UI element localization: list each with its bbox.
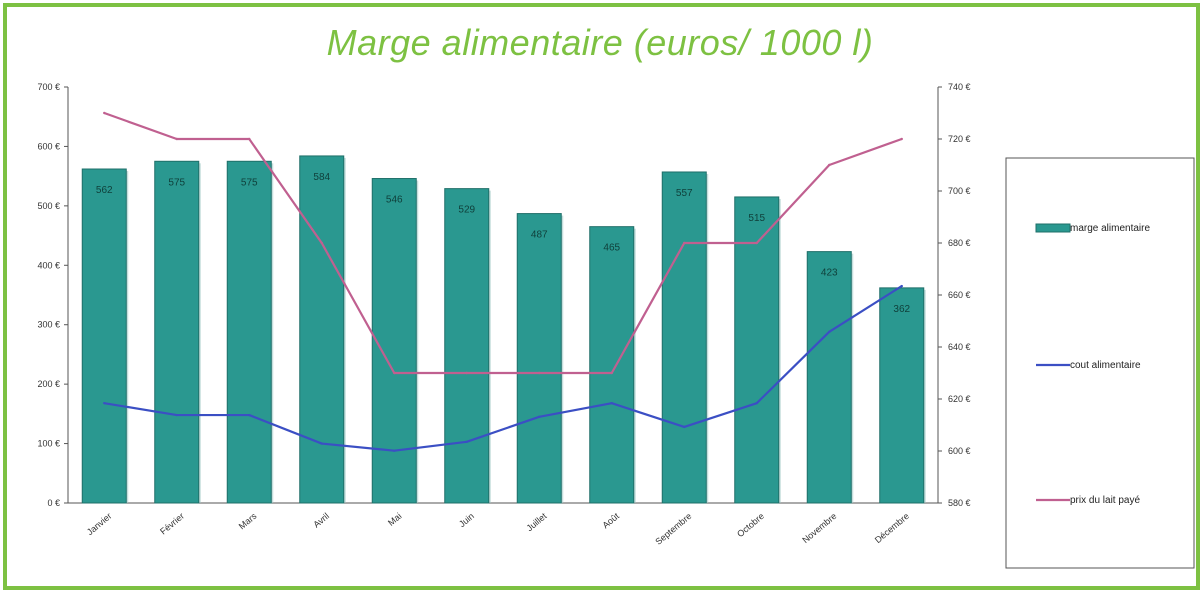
bar — [661, 171, 707, 504]
y-left-tick-label: 500 € — [37, 201, 60, 211]
bar — [806, 251, 852, 504]
legend-entry-label: cout alimentaire — [1070, 360, 1141, 371]
series-point — [320, 442, 323, 445]
y-left-tick-label: 200 € — [37, 379, 60, 389]
y-right-tick-label: 680 € — [948, 238, 971, 248]
x-category-label: Septembre — [653, 511, 693, 547]
series-point — [900, 137, 903, 141]
bar — [879, 287, 925, 504]
bar-value-label: 584 — [313, 172, 330, 183]
bar-value-label: 529 — [458, 205, 475, 216]
bar-value-label: 562 — [96, 185, 113, 196]
series-point — [538, 415, 541, 419]
series-point — [465, 440, 468, 443]
series-line-1 — [104, 285, 903, 452]
series-point — [828, 330, 831, 334]
y-right-tick-label: 720 € — [948, 134, 971, 144]
bar-value-label: 575 — [241, 177, 258, 188]
x-category-label: Juin — [457, 511, 476, 529]
series-point — [755, 401, 758, 405]
y-right-tick-label: 600 € — [948, 446, 971, 456]
bar — [516, 213, 562, 504]
bar-value-label: 487 — [531, 230, 548, 241]
bar — [81, 168, 127, 504]
series-point — [755, 241, 758, 245]
bar — [226, 160, 272, 504]
y-right-tick-label: 700 € — [948, 186, 971, 196]
bar — [371, 178, 417, 504]
bar — [444, 188, 490, 504]
x-category-label: Décembre — [873, 511, 911, 545]
series-point — [248, 413, 251, 417]
series-point — [103, 111, 106, 115]
legend-entry-label: prix du lait payé — [1070, 495, 1140, 506]
series-line-2 — [103, 111, 903, 375]
series-point — [683, 425, 686, 429]
y-right-tick-label: 740 € — [948, 82, 971, 92]
y-left-tick-label: 100 € — [37, 439, 60, 449]
series-point — [683, 241, 686, 245]
y-left-tick-label: 300 € — [37, 320, 60, 330]
series-point — [828, 163, 831, 167]
series-point — [103, 401, 106, 405]
series-point — [175, 137, 178, 141]
x-category-label: Février — [158, 511, 186, 537]
legend-swatch-bar — [1035, 223, 1071, 233]
chart-frame — [3, 3, 1200, 590]
x-category-label: Mai — [386, 511, 404, 528]
series-point — [393, 371, 396, 375]
series-point — [248, 137, 251, 141]
bar-value-label: 546 — [386, 195, 403, 206]
bar-value-label: 423 — [821, 268, 838, 279]
series-point — [320, 241, 323, 245]
series-point — [175, 413, 178, 417]
series-point — [393, 449, 396, 452]
y-left-tick-label: 0 € — [47, 498, 60, 508]
y-left-tick-label: 700 € — [37, 82, 60, 92]
y-right-tick-label: 580 € — [948, 498, 971, 508]
y-right-tick-label: 660 € — [948, 290, 971, 300]
bar — [299, 155, 345, 504]
bar-value-label: 515 — [748, 213, 765, 224]
y-left-tick-label: 600 € — [37, 141, 60, 151]
bar — [589, 226, 635, 504]
x-category-label: Juillet — [524, 511, 548, 534]
bar — [734, 196, 780, 504]
y-left-tick-label: 400 € — [37, 260, 60, 270]
x-category-label: Janvier — [85, 511, 114, 537]
x-category-label: Août — [600, 511, 621, 531]
x-category-label: Novembre — [800, 511, 838, 545]
series-point — [538, 371, 541, 375]
bar-value-label: 557 — [676, 188, 693, 199]
bar-value-label: 575 — [168, 177, 185, 188]
y-right-tick-label: 640 € — [948, 342, 971, 352]
series-point — [610, 371, 613, 375]
legend-entry-label: marge alimentaire — [1070, 223, 1150, 234]
bar-value-label: 465 — [603, 243, 620, 254]
series-point — [610, 401, 613, 405]
bar-value-label: 362 — [893, 304, 910, 315]
series-point — [465, 371, 468, 375]
series-point — [900, 284, 903, 288]
x-category-label: Octobre — [735, 511, 766, 539]
x-category-label: Mars — [237, 511, 259, 532]
chart-title: Marge alimentaire (euros/ 1000 l) — [326, 22, 874, 63]
y-right-tick-label: 620 € — [948, 394, 971, 404]
bar — [154, 160, 200, 504]
x-category-label: Avril — [311, 511, 331, 530]
